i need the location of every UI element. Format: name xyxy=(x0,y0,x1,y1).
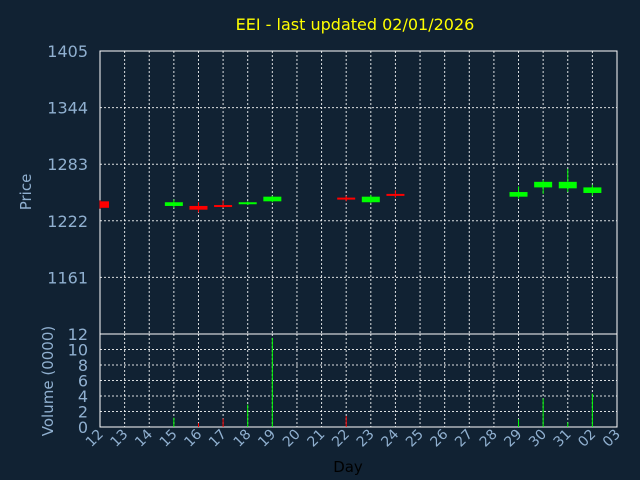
chart-title: EEI - last updated 02/01/2026 xyxy=(236,15,475,34)
price-panel: 1405 1344 1283 1222 1161 xyxy=(47,42,618,335)
candle-body xyxy=(534,181,553,188)
x-tick-label: 03 xyxy=(600,427,624,451)
x-tick-label: 19 xyxy=(255,427,279,451)
price-frame xyxy=(99,50,618,335)
candle-body xyxy=(214,205,233,208)
price-tick-label: 1161 xyxy=(47,268,88,287)
price-tick-label: 1283 xyxy=(47,155,88,174)
price-tick-label: 1344 xyxy=(47,99,88,118)
x-tick-label: 25 xyxy=(403,427,427,451)
volume-tick-label: 6 xyxy=(78,372,88,391)
candle-body xyxy=(509,192,528,197)
x-tick-label: 18 xyxy=(231,427,255,451)
volume-tick-label: 4 xyxy=(78,387,88,406)
x-tick-label: 30 xyxy=(526,427,550,451)
x-tick-label: 28 xyxy=(477,427,501,451)
volume-axis-label: Volume (0000) xyxy=(39,326,57,436)
volume-tick-label: 10 xyxy=(68,341,88,360)
x-tick-label: 15 xyxy=(157,427,181,451)
candle-body xyxy=(583,187,602,193)
x-tick-label: 23 xyxy=(354,427,378,451)
x-tick-label: 14 xyxy=(132,426,156,450)
x-tick-label: 20 xyxy=(280,427,304,451)
x-tick-label: 16 xyxy=(181,426,205,450)
volume-tick-label: 8 xyxy=(78,356,88,375)
candle-body xyxy=(164,202,183,206)
price-axis-label: Price xyxy=(17,174,35,211)
x-tick-label: 24 xyxy=(378,426,402,450)
price-tick-label: 1222 xyxy=(47,212,88,231)
x-tick-label: 31 xyxy=(551,427,575,451)
candle-body xyxy=(238,202,257,205)
x-tick-label: 26 xyxy=(428,426,452,450)
candle-body xyxy=(263,196,282,202)
x-tick-label: 02 xyxy=(575,427,599,451)
x-tick-label: 17 xyxy=(206,427,230,451)
candle-body xyxy=(558,181,577,189)
volume-tick-label: 12 xyxy=(68,325,88,344)
volume-tick-label: 0 xyxy=(78,418,88,437)
candle-body xyxy=(337,197,356,200)
x-tick-label: 21 xyxy=(304,427,328,451)
volume-frame xyxy=(99,333,618,428)
price-tick-label: 1405 xyxy=(47,42,88,61)
x-tick-label: 29 xyxy=(501,427,525,451)
x-axis: 12 13 14 15 16 17 18 19 20 21 22 23 24 25 26 27 28 29 30 31… xyxy=(83,426,624,450)
x-axis-label: Day xyxy=(333,458,363,476)
x-tick-label: 22 xyxy=(329,427,353,451)
candle-body xyxy=(361,196,380,203)
volume-tick-label: 2 xyxy=(78,403,88,422)
x-tick-label: 13 xyxy=(108,427,132,451)
candle-body xyxy=(100,201,109,208)
candle-body xyxy=(386,193,405,196)
x-tick-label: 27 xyxy=(452,427,476,451)
candle-body xyxy=(189,205,208,210)
